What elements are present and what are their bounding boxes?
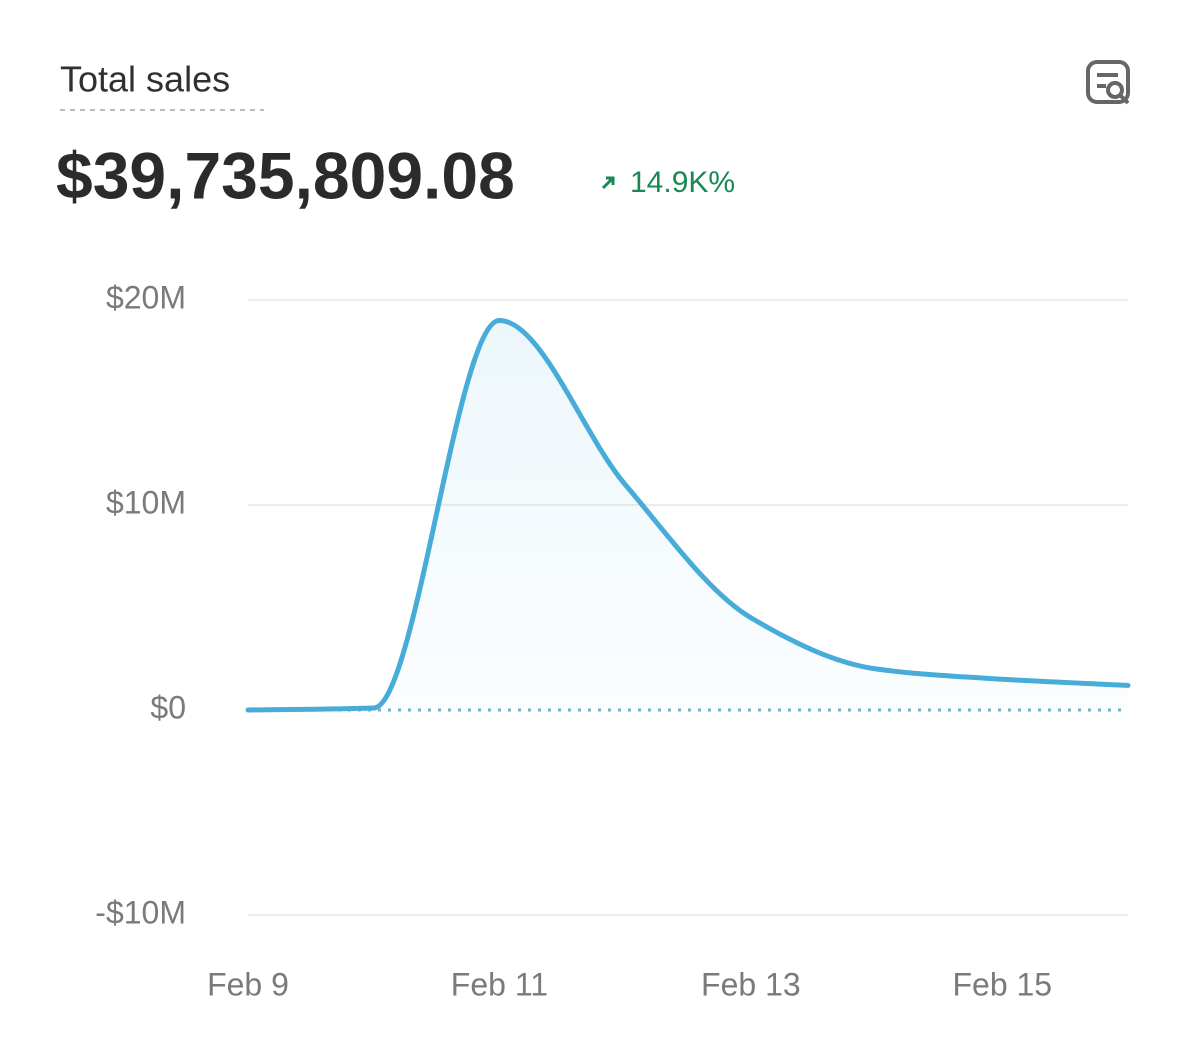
x-tick-label: Feb 13 <box>701 966 801 1002</box>
total-amount: $39,735,809.08 <box>56 138 515 212</box>
icon-handle <box>1118 93 1130 105</box>
change-percent: 14.9K% <box>630 166 735 199</box>
y-tick-label: $20M <box>106 279 186 315</box>
up-arrow <box>601 176 615 190</box>
search-icon[interactable] <box>1086 60 1130 105</box>
icon-lens <box>1106 81 1124 99</box>
x-tick-label: Feb 11 <box>451 966 548 1002</box>
line <box>245 318 1131 713</box>
x-tick-label: Feb 9 <box>207 966 289 1002</box>
y-tick-label: $10M <box>106 484 186 520</box>
card-title[interactable]: Total sales <box>60 59 230 100</box>
y-tick-label: $0 <box>150 689 186 725</box>
icon-frame <box>1086 60 1130 104</box>
y-tick-label: -$10M <box>95 894 186 930</box>
x-tick-label: Feb 15 <box>952 966 1052 1002</box>
area <box>248 320 1128 710</box>
